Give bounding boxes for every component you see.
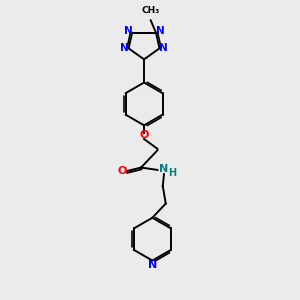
Text: H: H — [168, 168, 176, 178]
Text: CH₃: CH₃ — [142, 6, 160, 15]
Text: N: N — [156, 26, 164, 36]
Text: O: O — [140, 130, 149, 140]
Text: N: N — [159, 164, 169, 174]
Text: N: N — [124, 26, 132, 36]
Text: N: N — [148, 260, 157, 270]
Text: N: N — [120, 44, 129, 53]
Text: N: N — [159, 44, 168, 53]
Text: O: O — [117, 166, 127, 176]
